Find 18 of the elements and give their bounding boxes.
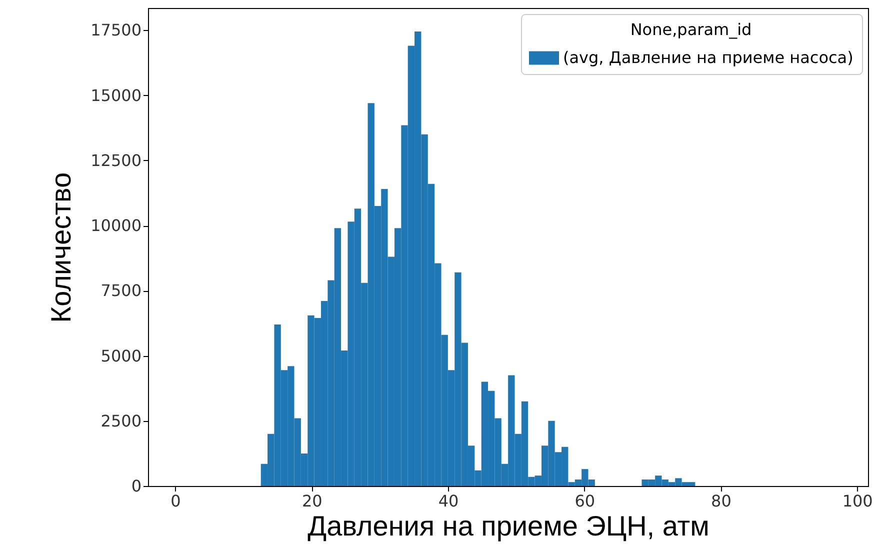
x-tick-label: 100 <box>842 492 873 510</box>
y-tick-label: 15000 <box>90 86 142 105</box>
y-tick-label: 12500 <box>90 150 142 170</box>
y-tick-label: 2500 <box>100 411 142 430</box>
x-axis-title: Давления на приеме ЭЦН, атм <box>308 510 710 542</box>
x-tick-label: 0 <box>170 492 181 510</box>
x-tick-label: 80 <box>711 492 732 510</box>
y-tick-label: 7500 <box>100 281 142 300</box>
legend-label: (avg, Давление на приеме насоса) <box>563 48 854 67</box>
y-tick-label: 17500 <box>90 20 142 40</box>
y-tick-label: 10000 <box>90 216 142 236</box>
y-axis-title: Количество <box>46 172 77 323</box>
x-tick-label: 20 <box>302 492 322 510</box>
y-tick-label: 5000 <box>100 346 142 366</box>
x-tick-label: 60 <box>574 492 596 510</box>
y-tick-label: 0 <box>131 476 142 496</box>
legend-title: None,param_id <box>630 20 752 39</box>
x-tick-label: 40 <box>438 492 459 510</box>
